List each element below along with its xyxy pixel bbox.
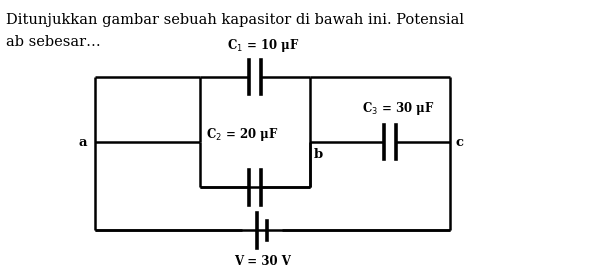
Text: C$_2$ = 20 μF: C$_2$ = 20 μF <box>206 126 278 143</box>
Text: a: a <box>79 136 87 148</box>
Text: Ditunjukkan gambar sebuah kapasitor di bawah ini. Potensial: Ditunjukkan gambar sebuah kapasitor di b… <box>6 13 464 27</box>
Text: b: b <box>314 148 323 161</box>
Text: C$_3$ = 30 μF: C$_3$ = 30 μF <box>362 100 435 117</box>
Text: C$_1$ = 10 μF: C$_1$ = 10 μF <box>227 37 299 54</box>
Text: ab sebesar…: ab sebesar… <box>6 35 101 49</box>
Text: c: c <box>456 136 464 148</box>
Text: V = 30 V: V = 30 V <box>233 256 290 268</box>
